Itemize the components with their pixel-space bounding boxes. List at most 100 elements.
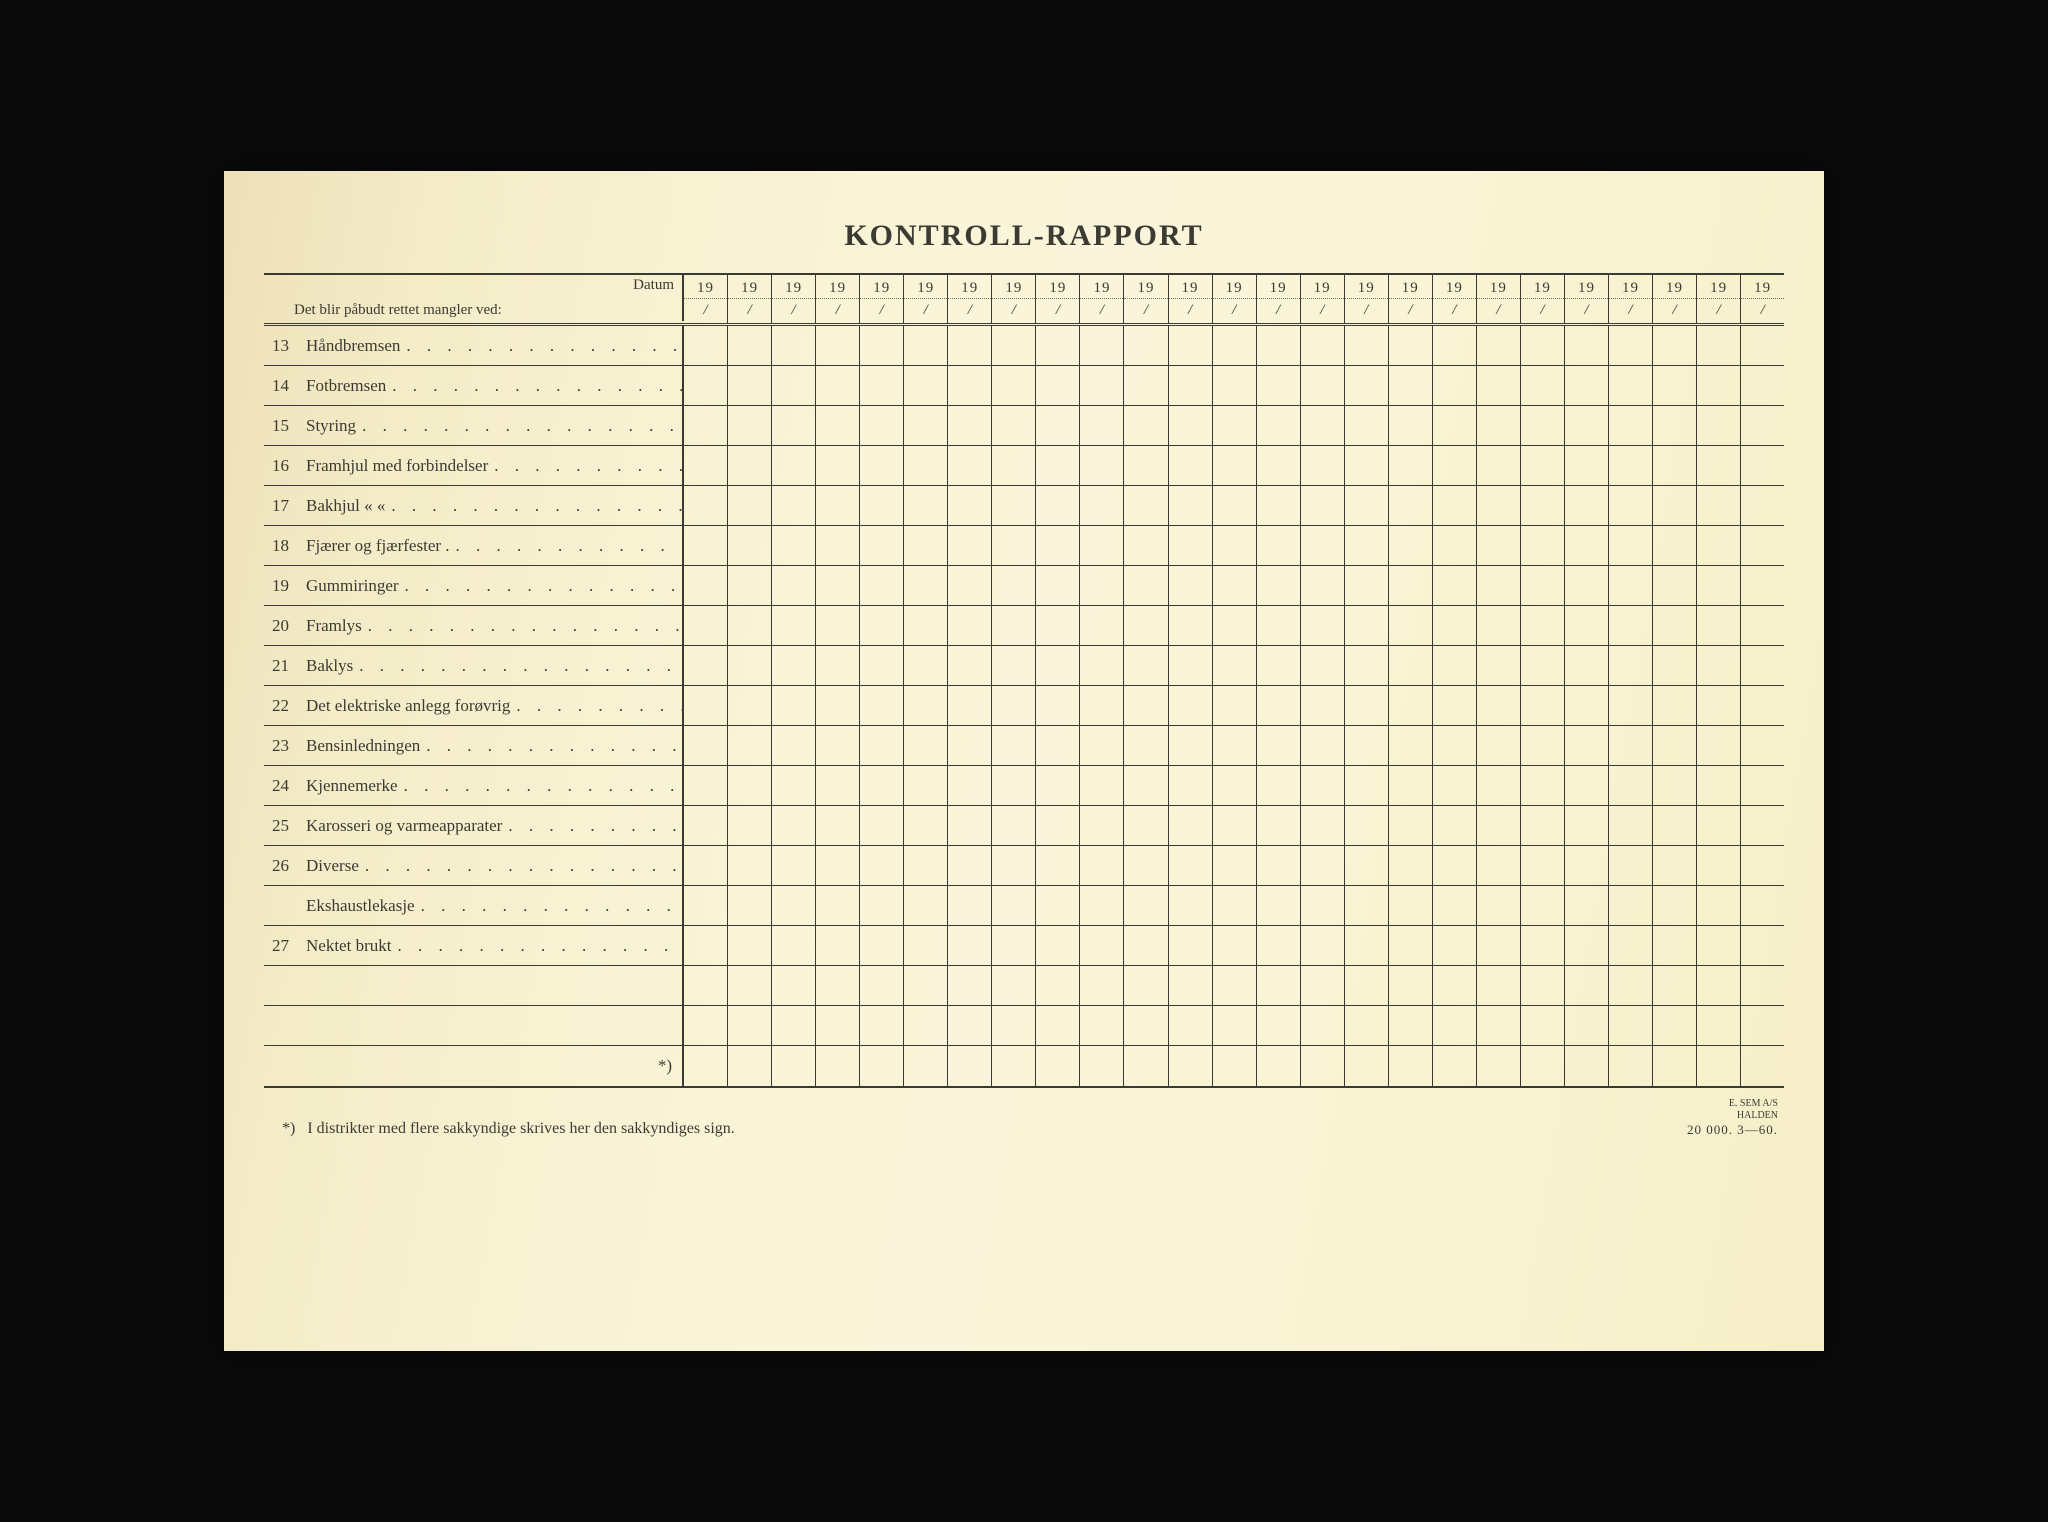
grid-cell [1697, 326, 1740, 366]
grid-cell [1609, 606, 1652, 646]
date-columns-header: 19/19/19/19/19/19/19/19/19/19/19/19/19/1… [684, 275, 1784, 323]
grid-cell [1697, 566, 1740, 606]
grid-cell [1169, 846, 1212, 886]
grid-cell [1433, 806, 1476, 846]
grid-cell [1301, 1046, 1344, 1086]
date-column-header: 19/ [1213, 275, 1257, 323]
grid-cell [1741, 606, 1784, 646]
leader-dots: . . . . . . . . . . . . . . . . . . [362, 616, 682, 636]
grid-cell [1433, 406, 1476, 446]
grid-cell [1609, 326, 1652, 366]
grid-cell [1036, 926, 1079, 966]
grid-cell [772, 406, 815, 446]
grid-cell [1389, 966, 1432, 1006]
datum-label: Datum [268, 277, 674, 294]
grid-cell [860, 926, 903, 966]
row-number: 15 [272, 416, 306, 436]
date-slash: / [1080, 299, 1123, 321]
grid-cell [1653, 446, 1696, 486]
grid-cell [816, 766, 859, 806]
grid-column [684, 326, 728, 1086]
grid-cell [1477, 966, 1520, 1006]
date-column-header: 19/ [1521, 275, 1565, 323]
grid-cell [772, 846, 815, 886]
grid-cell [1345, 486, 1388, 526]
date-column-header: 19/ [1741, 275, 1784, 323]
grid-cell [1477, 926, 1520, 966]
grid-cell [1080, 806, 1123, 846]
grid-cell [904, 446, 947, 486]
row-number: 18 [272, 536, 306, 556]
date-column-header: 19/ [948, 275, 992, 323]
grid-cell [1741, 926, 1784, 966]
grid-cell [816, 406, 859, 446]
grid-cell [1433, 486, 1476, 526]
grid-cell [772, 566, 815, 606]
grid-cell [816, 686, 859, 726]
grid-cell [1741, 406, 1784, 446]
row-label [264, 966, 682, 1006]
grid-cell [1697, 766, 1740, 806]
grid-cell [1609, 566, 1652, 606]
date-column-header: 19/ [816, 275, 860, 323]
grid-cell [1169, 646, 1212, 686]
grid-cell [992, 566, 1035, 606]
year-prefix: 19 [860, 277, 903, 299]
leader-dots: . . . . . . . . . . . . . . . . . . [359, 856, 682, 876]
grid-cell [1609, 886, 1652, 926]
date-column-header: 19/ [1080, 275, 1124, 323]
grid-column [1213, 326, 1257, 1086]
date-slash: / [1389, 299, 1432, 321]
grid-column [1080, 326, 1124, 1086]
grid-column [1477, 326, 1521, 1086]
year-prefix: 19 [684, 277, 727, 299]
grid-cell [860, 846, 903, 886]
grid-cell [1213, 766, 1256, 806]
row-label: 18Fjærer og fjærfester . . . . . . . . .… [264, 526, 682, 566]
grid-cell [1036, 446, 1079, 486]
row-text: Diverse [306, 856, 359, 876]
grid-cell [1609, 446, 1652, 486]
grid-column [1169, 326, 1213, 1086]
grid-cell [1080, 606, 1123, 646]
grid-cell [948, 566, 991, 606]
date-slash: / [1697, 299, 1740, 321]
grid-cell [1213, 726, 1256, 766]
grid-cell [1080, 1046, 1123, 1086]
grid-cell [1345, 566, 1388, 606]
footnote-body: I distrikter med flere sakkyndige skrive… [307, 1120, 734, 1137]
grid-cell [816, 726, 859, 766]
row-number: 19 [272, 576, 306, 596]
grid-cell [1653, 886, 1696, 926]
grid-cell [816, 446, 859, 486]
grid-cell [1697, 1006, 1740, 1046]
grid-cell [728, 806, 771, 846]
date-column-header: 19/ [1301, 275, 1345, 323]
grid-cell [1080, 486, 1123, 526]
grid-cell [1565, 886, 1608, 926]
grid-cell [1433, 606, 1476, 646]
date-column-header: 19/ [1257, 275, 1301, 323]
grid-cell [1565, 566, 1608, 606]
leader-dots: . . . . . . . . . . . . . . . . . . [415, 896, 682, 916]
grid-cell [1741, 326, 1784, 366]
row-number: 17 [272, 496, 306, 516]
leader-dots: . . . . . . . . . . . . . . . . . . [450, 536, 682, 556]
grid-cell [728, 566, 771, 606]
grid-cell [860, 686, 903, 726]
grid-cell [1433, 326, 1476, 366]
grid-cell [1653, 526, 1696, 566]
date-slash: / [860, 299, 903, 321]
year-prefix: 19 [1653, 277, 1696, 299]
grid-cell [1213, 326, 1256, 366]
grid-cell [1697, 486, 1740, 526]
grid-cell [1521, 686, 1564, 726]
grid-cell [1389, 606, 1432, 646]
grid-cell [1036, 406, 1079, 446]
date-slash: / [904, 299, 947, 321]
grid-cell [1609, 1046, 1652, 1086]
grid-cell [1345, 446, 1388, 486]
grid-cell [1653, 406, 1696, 446]
grid-cell [1124, 566, 1167, 606]
date-column-header: 19/ [904, 275, 948, 323]
